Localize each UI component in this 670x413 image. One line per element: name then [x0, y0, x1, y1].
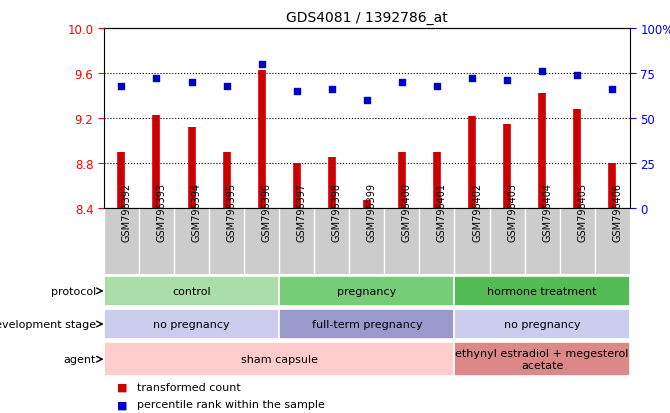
Text: ■: ■: [117, 399, 128, 409]
Text: GSM796397: GSM796397: [297, 183, 307, 241]
Text: percentile rank within the sample: percentile rank within the sample: [137, 399, 325, 409]
Text: GSM796396: GSM796396: [261, 183, 271, 241]
Text: pregnancy: pregnancy: [337, 286, 397, 296]
Text: GSM796401: GSM796401: [437, 183, 447, 241]
Text: control: control: [172, 286, 211, 296]
Bar: [454, 276, 630, 306]
Point: [186, 79, 197, 86]
Text: GSM796399: GSM796399: [366, 183, 377, 241]
Bar: [104, 276, 279, 306]
Text: GSM796405: GSM796405: [577, 183, 587, 241]
Text: GSM796404: GSM796404: [542, 183, 552, 241]
Text: ■: ■: [117, 382, 128, 392]
Text: GSM796394: GSM796394: [192, 183, 202, 241]
Text: no pregnancy: no pregnancy: [153, 319, 230, 329]
Bar: [104, 343, 454, 376]
Bar: [279, 309, 454, 339]
Point: [537, 69, 547, 75]
Text: GSM796395: GSM796395: [226, 183, 237, 241]
Bar: [454, 343, 630, 376]
Point: [607, 87, 618, 93]
Text: transformed count: transformed count: [137, 382, 241, 392]
Bar: [454, 309, 630, 339]
Point: [151, 76, 162, 83]
Text: development stage: development stage: [0, 319, 96, 329]
Text: GSM796402: GSM796402: [472, 183, 482, 241]
Point: [572, 72, 582, 79]
Text: GSM796398: GSM796398: [332, 183, 342, 241]
Text: no pregnancy: no pregnancy: [504, 319, 580, 329]
Bar: [104, 309, 279, 339]
Text: agent: agent: [64, 354, 96, 364]
Text: sham capsule: sham capsule: [241, 354, 318, 364]
Text: GSM796406: GSM796406: [612, 183, 622, 241]
Point: [221, 83, 232, 90]
Point: [291, 88, 302, 95]
Point: [502, 78, 513, 84]
Point: [397, 79, 407, 86]
Text: ethynyl estradiol + megesterol
acetate: ethynyl estradiol + megesterol acetate: [456, 349, 629, 370]
Text: GSM796393: GSM796393: [156, 183, 166, 241]
Text: GSM796403: GSM796403: [507, 183, 517, 241]
Text: GSM796400: GSM796400: [402, 183, 412, 241]
Bar: [279, 276, 454, 306]
Text: GSM796392: GSM796392: [121, 183, 131, 241]
Title: GDS4081 / 1392786_at: GDS4081 / 1392786_at: [286, 11, 448, 25]
Point: [361, 97, 372, 104]
Text: protocol: protocol: [51, 286, 96, 296]
Text: full-term pregnancy: full-term pregnancy: [312, 319, 422, 329]
Point: [466, 76, 477, 83]
Point: [256, 62, 267, 68]
Point: [326, 87, 337, 93]
Point: [116, 83, 127, 90]
Point: [431, 83, 442, 90]
Text: hormone treatment: hormone treatment: [487, 286, 597, 296]
